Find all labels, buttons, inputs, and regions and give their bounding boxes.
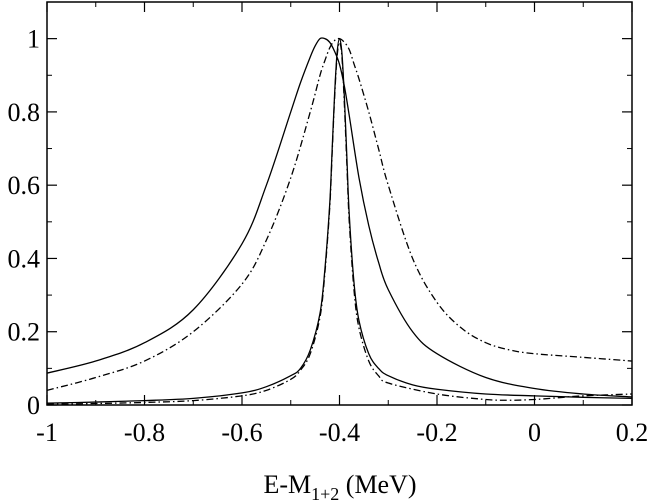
series-line-3 <box>46 37 633 404</box>
y-tick-label: 0.2 <box>8 318 41 347</box>
y-tick-label: 0.6 <box>8 171 41 200</box>
y-tick-label: 0.4 <box>8 244 41 273</box>
x-tick-label: -1 <box>36 418 58 447</box>
y-tick-label: 1 <box>27 25 40 54</box>
x-tick-label: -0.4 <box>319 418 360 447</box>
x-axis-title: E-M1+2 (MeV) <box>263 470 416 501</box>
series-line-4 <box>46 41 633 405</box>
y-tick-label: 0 <box>27 391 40 420</box>
x-axis-title-main: E-M <box>263 470 311 499</box>
y-tick-label: 0.8 <box>8 98 41 127</box>
x-tick-label: 0.2 <box>616 418 649 447</box>
series-line-1 <box>46 37 633 398</box>
x-tick-label: -0.8 <box>124 418 165 447</box>
series-line-2 <box>46 37 633 391</box>
x-tick-label: -0.6 <box>221 418 262 447</box>
tick-labels: -1 -0.8 -0.6 -0.4 -0.2 0 0.2 0 0.2 0.4 0.6 0.8 1 <box>8 25 649 447</box>
series-group <box>46 37 633 405</box>
x-axis-title-unit: (MeV) <box>339 470 416 499</box>
x-tick-label: 0 <box>528 418 541 447</box>
x-axis-title-subscript: 1+2 <box>311 484 339 501</box>
x-tick-label: -0.2 <box>416 418 457 447</box>
axis-ticks <box>46 1 633 406</box>
